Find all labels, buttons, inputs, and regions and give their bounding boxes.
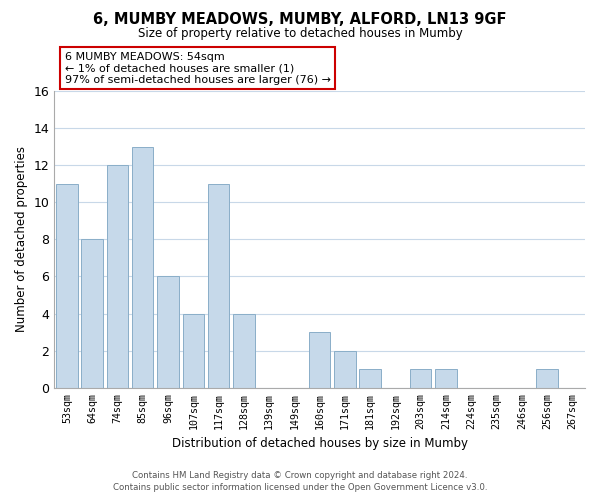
Bar: [536, 369, 558, 388]
Text: 6 MUMBY MEADOWS: 54sqm
← 1% of detached houses are smaller (1)
97% of semi-detac: 6 MUMBY MEADOWS: 54sqm ← 1% of detached …: [65, 52, 331, 85]
Bar: [132, 146, 154, 388]
Bar: [410, 369, 431, 388]
Bar: [233, 314, 254, 388]
Y-axis label: Number of detached properties: Number of detached properties: [15, 146, 28, 332]
Bar: [208, 184, 229, 388]
Bar: [359, 369, 381, 388]
Bar: [56, 184, 77, 388]
Bar: [309, 332, 331, 388]
Bar: [435, 369, 457, 388]
Bar: [107, 165, 128, 388]
Bar: [182, 314, 204, 388]
Text: 6, MUMBY MEADOWS, MUMBY, ALFORD, LN13 9GF: 6, MUMBY MEADOWS, MUMBY, ALFORD, LN13 9G…: [93, 12, 507, 28]
Text: Contains HM Land Registry data © Crown copyright and database right 2024.
Contai: Contains HM Land Registry data © Crown c…: [113, 471, 487, 492]
Bar: [82, 240, 103, 388]
Bar: [157, 276, 179, 388]
Text: Size of property relative to detached houses in Mumby: Size of property relative to detached ho…: [137, 28, 463, 40]
Bar: [334, 350, 356, 388]
X-axis label: Distribution of detached houses by size in Mumby: Distribution of detached houses by size …: [172, 437, 467, 450]
